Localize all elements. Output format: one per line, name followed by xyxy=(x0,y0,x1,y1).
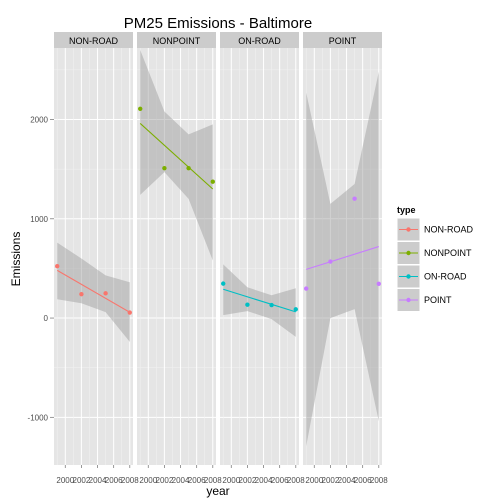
x-tick-label: 2002 xyxy=(73,476,91,485)
facet-strip-label: POINT xyxy=(329,36,357,46)
data-point xyxy=(103,291,108,296)
data-point xyxy=(79,291,84,297)
legend-key-point xyxy=(406,250,411,256)
fit-line xyxy=(306,246,379,270)
x-tick-label: 2000 xyxy=(305,476,323,485)
facet-strip-label: NON-ROAD xyxy=(69,36,118,46)
data-point xyxy=(352,196,357,201)
facet-strip xyxy=(303,32,382,48)
y-tick-label: 2000 xyxy=(30,115,48,124)
data-point xyxy=(293,307,298,312)
y-tick-label: 0 xyxy=(44,314,49,323)
legend-key-point xyxy=(406,297,411,303)
panel-grid xyxy=(137,48,216,465)
x-tick-label: 2006 xyxy=(354,476,372,485)
x-tick-label: 2008 xyxy=(287,476,305,485)
legend-key-point xyxy=(406,227,411,232)
confidence-band xyxy=(57,242,130,342)
legend-label: POINT xyxy=(424,295,452,305)
legend-label: NONPOINT xyxy=(424,248,472,258)
legend: type NON-ROAD NONPOINT ON-ROAD POINT xyxy=(396,205,473,312)
legend-label: NON-ROAD xyxy=(424,225,473,235)
x-tick-label: 2000 xyxy=(222,476,240,485)
x-tick-label: 2006 xyxy=(188,476,206,485)
data-point xyxy=(162,165,167,171)
y-tick-label: -1000 xyxy=(28,413,49,422)
chart-title: PM25 Emissions - Baltimore xyxy=(124,15,312,32)
x-tick-label: 2004 xyxy=(255,476,273,485)
data-point xyxy=(269,302,274,308)
legend-key-point xyxy=(406,274,411,279)
x-tick-label: 2008 xyxy=(370,476,388,485)
data-point xyxy=(210,179,215,184)
legend-item-nonpoint: NONPOINT xyxy=(396,241,472,265)
x-tick-label: 2002 xyxy=(239,476,257,485)
x-tick-label: 2004 xyxy=(338,476,356,485)
facet-panels: NON-ROAD20002002200420062008NONPOINT2000… xyxy=(54,32,388,485)
facet-strip-label: NONPOINT xyxy=(153,36,201,46)
facet-strip xyxy=(54,32,133,48)
data-point xyxy=(328,259,333,264)
fit-line xyxy=(56,269,131,313)
data-point xyxy=(55,263,60,269)
data-point xyxy=(138,106,143,112)
x-tick-label: 2004 xyxy=(172,476,190,485)
fit-line xyxy=(223,288,296,313)
data-point xyxy=(127,310,132,315)
facet-strip-label: ON-ROAD xyxy=(238,36,281,46)
legend-item-point: POINT xyxy=(396,288,452,312)
legend-item-non-road: NON-ROAD xyxy=(396,217,473,242)
x-tick-label: 2000 xyxy=(56,476,74,485)
data-point xyxy=(186,165,191,171)
panel-background xyxy=(303,48,382,465)
confidence-band xyxy=(140,50,213,261)
data-point xyxy=(304,286,309,291)
data-point xyxy=(245,302,250,307)
x-tick-label: 2000 xyxy=(139,476,157,485)
legend-item-on-road: ON-ROAD xyxy=(396,264,467,289)
facet-strip xyxy=(220,32,299,48)
panel-grid xyxy=(54,48,133,465)
fit-line xyxy=(139,123,214,190)
data-point xyxy=(221,281,226,286)
y-axis-label: Emissions xyxy=(9,232,23,287)
x-tick-label: 2002 xyxy=(322,476,340,485)
x-tick-label: 2008 xyxy=(204,476,222,485)
data-point xyxy=(376,281,381,287)
confidence-band xyxy=(306,71,379,447)
panel-background xyxy=(54,48,133,465)
legend-label: ON-ROAD xyxy=(424,272,467,282)
panel-background xyxy=(137,48,216,465)
x-tick-label: 2006 xyxy=(105,476,123,485)
y-axis: -1000 0 1000 2000 xyxy=(28,115,54,422)
x-tick-label: 2008 xyxy=(121,476,139,485)
panel-grid xyxy=(220,48,299,465)
x-tick-label: 2006 xyxy=(271,476,289,485)
legend-title: type xyxy=(397,205,416,215)
y-tick-label: 1000 xyxy=(30,215,48,224)
x-tick-label: 2004 xyxy=(89,476,107,485)
x-axis-label: year xyxy=(206,484,229,498)
facet-strip xyxy=(137,32,216,48)
panel-background xyxy=(220,48,299,465)
x-tick-label: 2002 xyxy=(156,476,174,485)
